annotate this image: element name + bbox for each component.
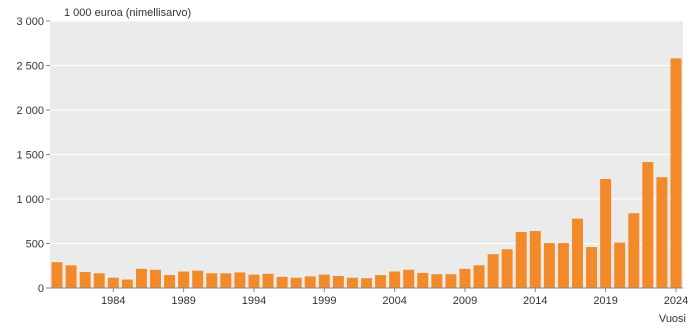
bar-2007 — [431, 274, 443, 288]
bar-1999 — [318, 274, 330, 288]
bar-1981 — [65, 265, 77, 288]
y-tick-label: 3 000 — [16, 16, 44, 28]
x-axis-label: Vuosi — [659, 313, 686, 325]
y-tick-label: 500 — [26, 239, 44, 251]
bar-2015 — [543, 243, 555, 288]
bars — [51, 58, 682, 288]
bar-2009 — [459, 268, 471, 288]
x-tick-label: 2009 — [453, 295, 477, 307]
bar-1989 — [178, 271, 190, 288]
bar-1982 — [79, 271, 91, 288]
bar-2019 — [600, 178, 612, 288]
bar-1993 — [234, 272, 246, 288]
bar-2021 — [628, 213, 640, 288]
bar-1988 — [164, 275, 176, 288]
x-tick-label: 2019 — [593, 295, 617, 307]
bar-1986 — [135, 268, 147, 288]
bar-1991 — [206, 273, 218, 288]
x-tick-label: 2014 — [523, 295, 547, 307]
x-tick-label: 2024 — [664, 295, 688, 307]
bar-2022 — [642, 162, 654, 288]
bar-1985 — [121, 279, 133, 288]
bar-2006 — [417, 272, 429, 288]
bar-1998 — [304, 276, 316, 288]
y-tick-label: 0 — [38, 283, 44, 295]
x-tick-label: 1989 — [171, 295, 195, 307]
y-tick-label: 1 000 — [16, 194, 44, 206]
x-axis-ticks: 1984 1989 1994 1999 2004 2009 2014 2019 2024 — [101, 288, 688, 307]
bar-2004 — [389, 271, 401, 288]
bar-2012 — [501, 249, 513, 288]
bar-1992 — [220, 273, 232, 288]
bar-1994 — [248, 274, 260, 288]
bar-1997 — [290, 277, 302, 288]
bar-2023 — [656, 177, 668, 288]
bar-2024 — [670, 58, 682, 288]
bar-2020 — [614, 242, 626, 288]
bar-2018 — [586, 247, 598, 288]
bar-2003 — [375, 275, 387, 288]
bar-2000 — [332, 275, 344, 288]
bar-1990 — [192, 270, 204, 288]
x-tick-label: 2004 — [382, 295, 406, 307]
bar-2010 — [473, 265, 485, 288]
bar-2011 — [487, 254, 499, 288]
bar-1987 — [150, 269, 161, 288]
x-tick-label: 1984 — [101, 295, 125, 307]
gridlines — [50, 20, 683, 244]
bar-2005 — [403, 269, 415, 288]
bar-1980 — [51, 262, 63, 288]
bar-1984 — [107, 277, 119, 288]
bar-2016 — [557, 243, 569, 288]
bar-2002 — [361, 278, 372, 288]
x-tick-label: 1999 — [312, 295, 336, 307]
bar-1983 — [93, 273, 105, 288]
bar-2001 — [346, 277, 358, 288]
x-tick-label: 1994 — [242, 295, 266, 307]
y-tick-label: 2 000 — [16, 105, 44, 117]
bar-1995 — [262, 273, 274, 288]
bar-2014 — [529, 231, 541, 288]
y-tick-label: 2 500 — [16, 61, 44, 73]
y-axis-ticks: 0 500 1 000 1 500 2 000 2 500 3 000 — [16, 16, 50, 295]
y-axis-label: 1 000 euroa (nimellisarvo) — [64, 7, 191, 19]
bar-2008 — [445, 274, 457, 288]
y-tick-label: 1 500 — [16, 150, 44, 162]
bar-1996 — [276, 276, 288, 288]
bar-2013 — [515, 231, 527, 288]
bar-2017 — [572, 218, 583, 288]
